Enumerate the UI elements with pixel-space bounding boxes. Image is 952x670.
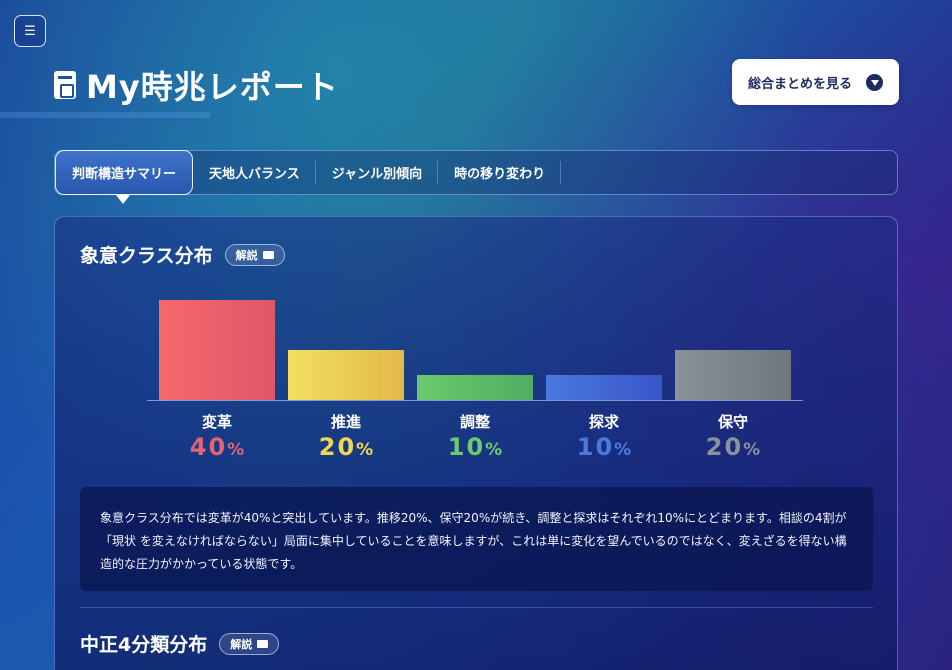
chart-bar [417, 375, 533, 400]
tab-label: 時の移り変わり [454, 167, 546, 182]
chart-category-label: 変革 [201, 413, 232, 431]
class-distribution-chart: 変革 40% 推進 20% 調整 10% 探求 10% 保守 20% [147, 297, 803, 467]
explain-button[interactable]: 解説 [219, 632, 280, 655]
section-title: 象意クラス分布 [80, 245, 213, 267]
book-icon [262, 250, 274, 259]
chart-value-label: 20% [705, 433, 761, 461]
book-icon [257, 639, 269, 648]
explain-button[interactable]: 解説 [224, 243, 285, 266]
tab-label: 天地人バランス [209, 167, 300, 182]
page-title: My時兆レポート [86, 68, 339, 106]
view-summary-label: 総合まとめを見る [747, 76, 852, 92]
tab-label: ジャンル別傾向 [331, 167, 423, 182]
background-decoration [0, 112, 210, 118]
chart-bar [159, 300, 275, 400]
chart-bar [675, 350, 791, 400]
section-divider [80, 607, 873, 608]
sidebar-toggle-button[interactable]: ☰ [14, 15, 46, 47]
content-panel: 象意クラス分布 解説 変革 40% 推進 20% 調整 10% 探求 10% 保守 20% 象意ク… [54, 216, 898, 670]
chart-category-label: 保守 [717, 413, 748, 431]
tab-tenchijin-balance[interactable]: 天地人バランス [193, 150, 316, 195]
section-header: 中正4分類分布 解説 [80, 630, 280, 657]
section-title: 中正4分類分布 [80, 634, 208, 656]
explain-label: 解説 [235, 248, 258, 262]
chart-value-label: 10% [447, 433, 503, 461]
chart-value-label: 10% [576, 433, 632, 461]
view-summary-button[interactable]: 総合まとめを見る [732, 59, 899, 105]
section-header: 象意クラス分布 解説 [80, 241, 285, 268]
tab-bar: 判断構造サマリー 天地人バランス ジャンル別傾向 時の移り変わり [54, 149, 898, 195]
chart-category-label: 推進 [330, 413, 361, 431]
chevron-down-icon [866, 73, 883, 91]
chart-category-label: 探求 [588, 413, 619, 431]
explain-label: 解説 [230, 637, 253, 651]
tab-genre-trends[interactable]: ジャンル別傾向 [316, 150, 439, 195]
description-text: 象意クラス分布では変革が40%と突出しています。推移20%、保守20%が続き、調… [100, 511, 847, 571]
tab-label: 判断構造サマリー [71, 166, 176, 182]
tab-judgment-summary[interactable]: 判断構造サマリー [55, 149, 193, 195]
chart-value-label: 40% [189, 433, 245, 461]
description-box: 象意クラス分布では変革が40%と突出しています。推移20%、保守20%が続き、調… [80, 487, 873, 591]
page-header: My時兆レポート [54, 62, 339, 108]
tab-time-changes[interactable]: 時の移り変わり [438, 150, 562, 195]
chart-category-label: 調整 [459, 413, 490, 431]
menu-collapse-icon: ☰ [24, 23, 36, 39]
chart-value-label: 20% [318, 433, 374, 461]
report-document-icon [54, 71, 76, 99]
chart-bar [288, 350, 404, 400]
chart-baseline [147, 400, 803, 401]
chart-bar [546, 375, 662, 400]
active-tab-pointer [116, 195, 130, 204]
